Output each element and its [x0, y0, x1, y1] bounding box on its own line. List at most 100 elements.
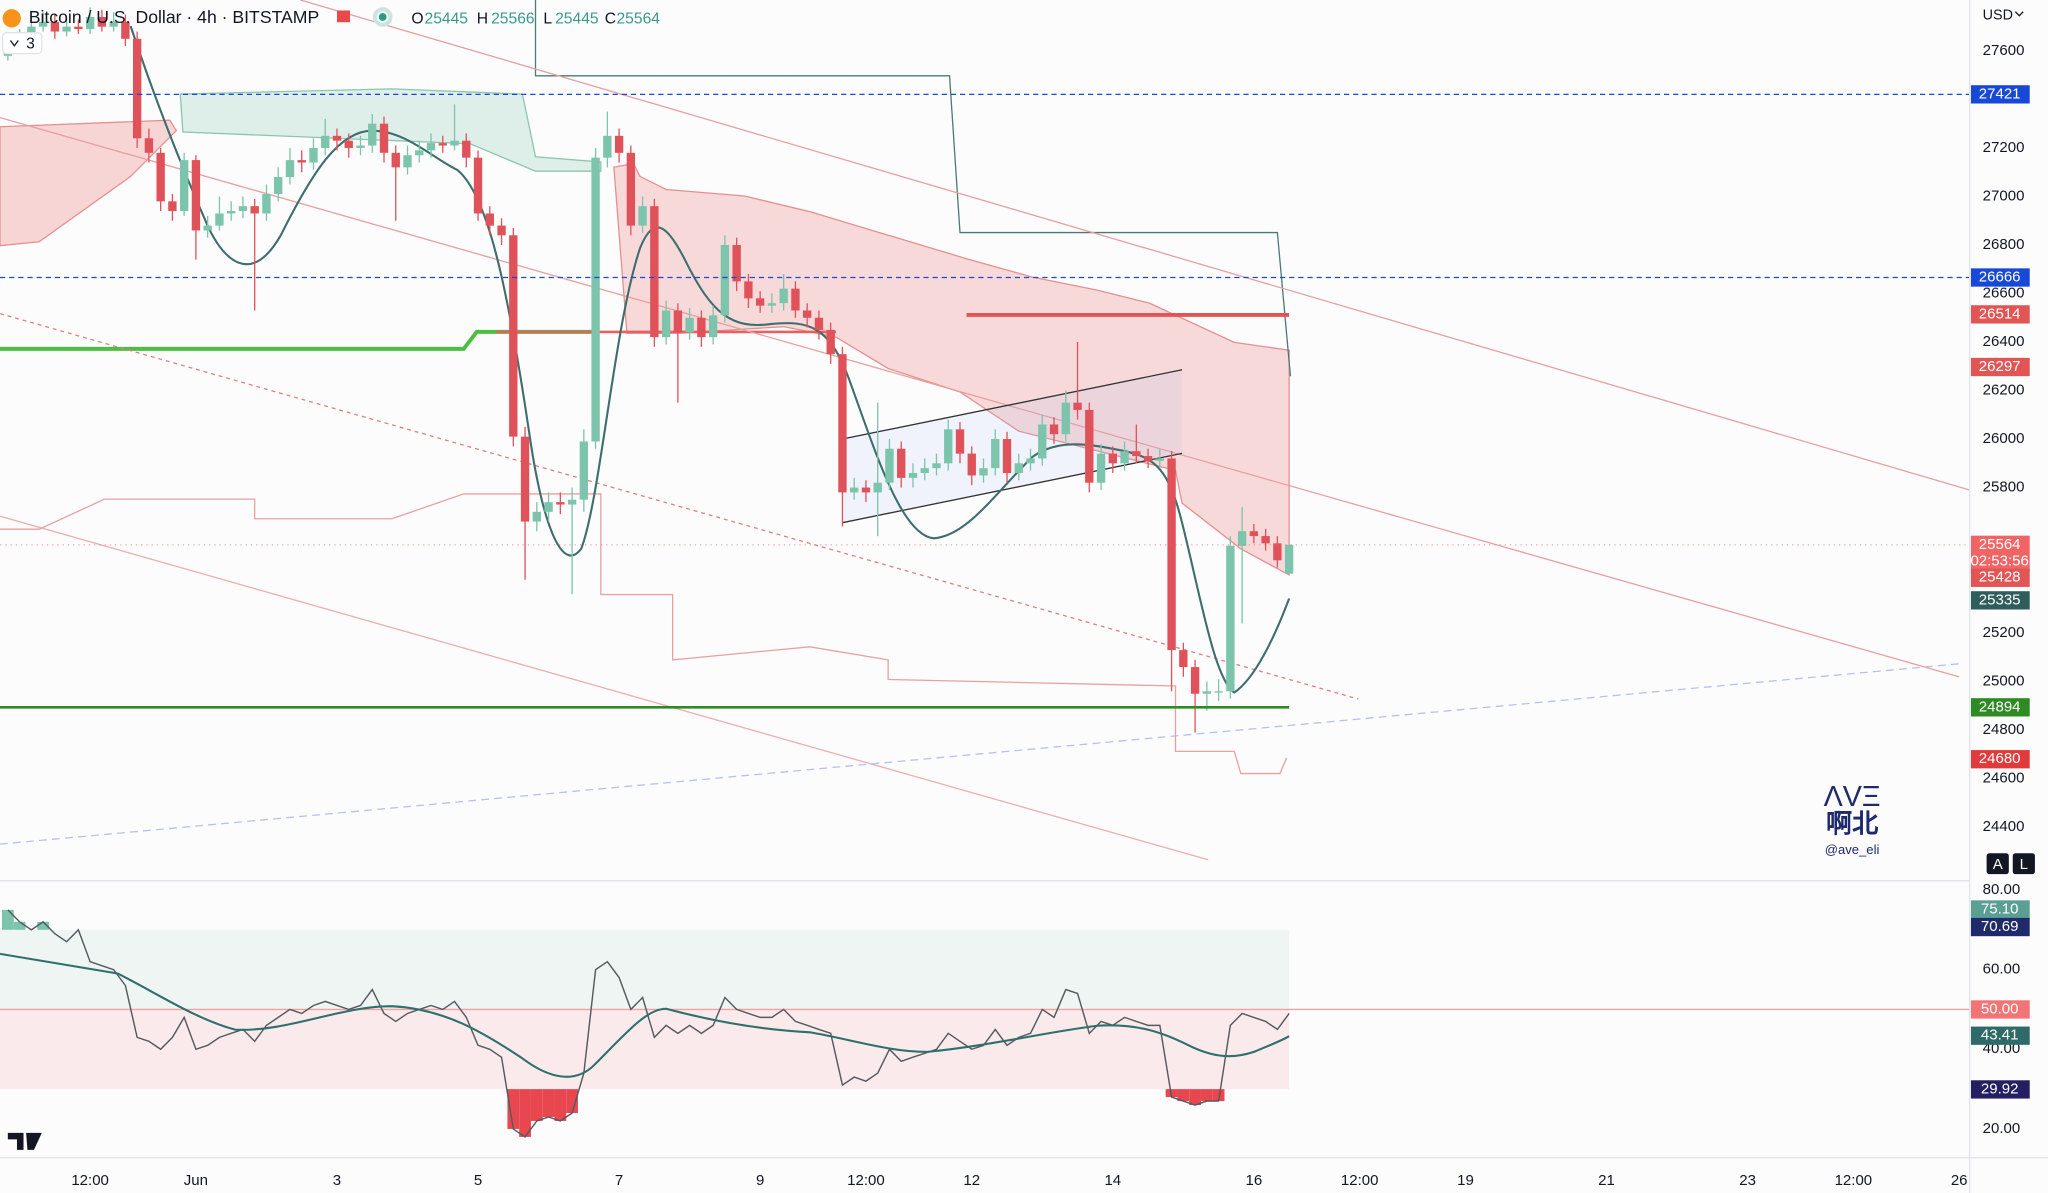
- x-tick-label: 9: [756, 1172, 764, 1189]
- legend-key: C: [605, 11, 616, 28]
- candle-body: [1284, 544, 1294, 574]
- candle-body: [885, 448, 894, 483]
- watermark-handle: @ave_eli: [1825, 842, 1880, 857]
- y-tick-label: 20.00: [1983, 1120, 2021, 1137]
- candle-body: [144, 138, 154, 153]
- y-tick-label: 25000: [1983, 673, 2025, 690]
- x-tick-label: 23: [1739, 1172, 1756, 1189]
- candle-body: [697, 317, 706, 338]
- candle-body: [1190, 667, 1200, 694]
- status-dot: [378, 13, 387, 21]
- candle-body: [274, 177, 283, 195]
- main-pane: 27600 27200 27000 26800 26600 26400 26200 26000…: [0, 7, 2030, 835]
- indicator-count[interactable]: 3: [26, 36, 35, 53]
- price-label: 25335: [1979, 591, 2021, 608]
- candle-body: [1002, 439, 1012, 474]
- candle-body: [861, 487, 871, 493]
- candle-body: [673, 310, 683, 333]
- candle-body: [850, 487, 859, 493]
- candle-body: [1261, 536, 1270, 544]
- x-tick-label: Jun: [184, 1172, 208, 1189]
- button[interactable]: [1986, 853, 2009, 875]
- candle-body: [473, 157, 483, 214]
- button[interactable]: [2012, 853, 2035, 875]
- price-label: 25428: [1979, 569, 2021, 586]
- oversold-fill: [566, 1089, 578, 1114]
- candle-body: [567, 499, 577, 505]
- y-tick-label: 27200: [1983, 139, 2025, 156]
- x-tick-label: 12:00: [71, 1172, 109, 1189]
- price-label-box: [1970, 268, 2030, 287]
- rsi-label: 70.69: [1981, 918, 2019, 935]
- legend-value: 25566: [491, 11, 535, 28]
- candle-body: [132, 38, 142, 139]
- y-tick-label: 27600: [1983, 42, 2025, 59]
- candle-body: [462, 140, 471, 158]
- button-label[interactable]: L: [2020, 856, 2028, 873]
- indicator-toggle[interactable]: [1, 32, 43, 55]
- button-label[interactable]: A: [1993, 856, 2003, 873]
- candle-body: [215, 213, 224, 226]
- x-tick-label: 26: [1951, 1172, 1968, 1189]
- y-tick-label: 26600: [1983, 284, 2025, 301]
- y-tick-label: 25200: [1983, 624, 2025, 641]
- price-label-box: [1970, 357, 2030, 377]
- rsi-label-box: [1970, 917, 2030, 937]
- candle-body: [50, 21, 60, 32]
- legend-value: 25445: [555, 11, 599, 28]
- candle-body: [767, 303, 777, 306]
- candle-body: [168, 201, 177, 212]
- x-tick-label: 12:00: [1835, 1172, 1873, 1189]
- candle-body: [1214, 691, 1223, 693]
- overbought-fill: [13, 921, 26, 930]
- price-label-box: [1970, 305, 2030, 324]
- oversold-fill: [542, 1089, 555, 1117]
- candle-body: [285, 160, 295, 178]
- candle-body: [1273, 543, 1282, 561]
- candle-body: [967, 453, 976, 476]
- candle-body: [156, 152, 165, 202]
- rsi-label-box: [1970, 1080, 2030, 1099]
- candle-body: [238, 206, 248, 212]
- watermark-name: 啊北: [1826, 809, 1878, 839]
- candle-body: [1120, 451, 1129, 464]
- candle-body: [1108, 453, 1117, 464]
- currency[interactable]: USD: [1983, 7, 2013, 23]
- candle-body: [979, 468, 988, 476]
- price-label: 26666: [1979, 268, 2021, 285]
- candle-body: [1132, 451, 1141, 457]
- x-tick-label: 14: [1104, 1172, 1121, 1189]
- price-label: 25564: [1979, 536, 2021, 553]
- price-label-box: [1970, 535, 2030, 573]
- candle-body: [1085, 409, 1094, 483]
- candle-body: [1179, 650, 1188, 668]
- candle-body: [1073, 402, 1082, 410]
- candle-body: [755, 298, 765, 306]
- oversold-fill: [1177, 1089, 1190, 1102]
- candle-body: [109, 21, 118, 27]
- y-tick-label: 26200: [1983, 381, 2025, 398]
- y-tick-label: 26400: [1983, 333, 2025, 350]
- candle-body: [638, 206, 647, 226]
- channel-line: [0, 312, 1359, 700]
- legend-value: 25445: [424, 11, 468, 28]
- candle-body: [744, 281, 753, 299]
- legend-key: L: [543, 11, 552, 28]
- candle-body: [1143, 456, 1153, 461]
- candle-body: [415, 150, 424, 156]
- candle-body: [203, 225, 212, 231]
- candle-body: [85, 16, 95, 30]
- rsi-pane: 80.0060.0040.0020.0075.1070.6950.0043.41…: [0, 881, 2030, 1138]
- candle-body: [650, 206, 659, 338]
- countdown: 02:53:56: [1970, 553, 2028, 570]
- candle-body: [1038, 424, 1047, 459]
- candle-body: [614, 135, 624, 153]
- rsi-label: 43.41: [1981, 1027, 2019, 1044]
- candle-body: [1049, 424, 1059, 435]
- candle-body: [838, 354, 847, 493]
- candle-body: [556, 502, 565, 505]
- candle-body: [991, 439, 1000, 469]
- candle-body: [1014, 463, 1023, 474]
- tv-logo: [7, 1132, 42, 1150]
